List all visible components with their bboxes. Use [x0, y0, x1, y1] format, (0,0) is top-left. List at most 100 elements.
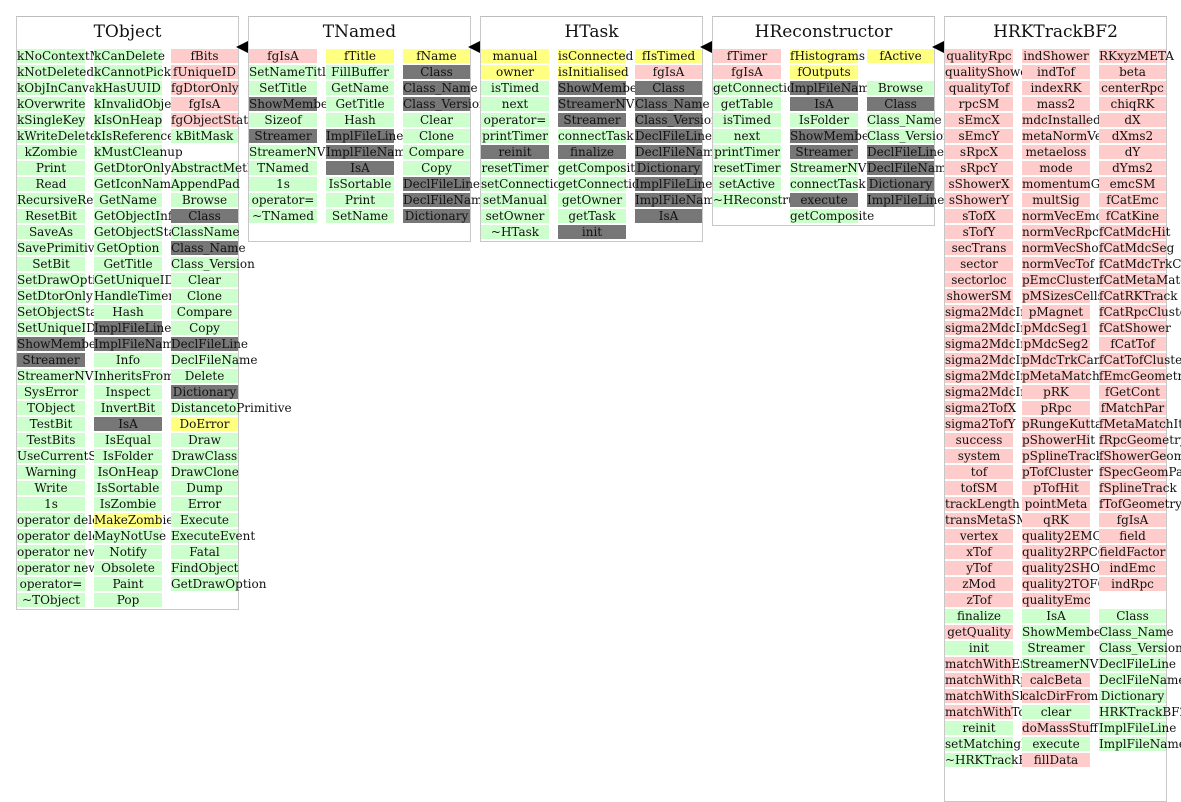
- member-entry[interactable]: fTofGeometry: [1099, 497, 1181, 511]
- member-entry[interactable]: RecursiveRemove: [17, 193, 126, 207]
- member-entry[interactable]: SysError: [17, 385, 85, 399]
- member-entry[interactable]: Dictionary: [171, 385, 238, 399]
- member-entry[interactable]: getOwner: [558, 193, 626, 207]
- member-entry[interactable]: kObjInCanvas: [17, 81, 103, 95]
- member-entry[interactable]: IsSortable: [326, 177, 394, 191]
- member-entry[interactable]: fieldFactor: [1099, 545, 1166, 559]
- member-entry[interactable]: Class_Version: [171, 257, 255, 271]
- member-entry[interactable]: kInvalidObject: [94, 97, 183, 111]
- member-entry[interactable]: normVecEmc: [1022, 209, 1103, 223]
- member-entry[interactable]: init: [558, 225, 626, 239]
- member-entry[interactable]: SetTitle: [249, 81, 317, 95]
- member-entry[interactable]: quality2SHOWERCut: [1022, 561, 1152, 575]
- member-entry[interactable]: Hash: [326, 113, 394, 127]
- member-entry[interactable]: fMatchPar: [1099, 401, 1166, 415]
- member-entry[interactable]: SavePrimitive: [17, 241, 102, 255]
- member-entry[interactable]: Fatal: [171, 545, 238, 559]
- member-entry[interactable]: kNotDeleted: [17, 65, 95, 79]
- member-entry[interactable]: Paint: [94, 577, 162, 591]
- member-entry[interactable]: setManual: [481, 193, 549, 207]
- member-entry[interactable]: owner: [481, 65, 549, 79]
- member-entry[interactable]: MakeZombie: [94, 513, 174, 527]
- member-entry[interactable]: StreamerNVirtual: [249, 145, 359, 159]
- member-entry[interactable]: xTof: [945, 545, 1013, 559]
- member-entry[interactable]: StreamerNVirtual: [790, 161, 900, 175]
- member-entry[interactable]: Dictionary: [635, 161, 702, 175]
- member-entry[interactable]: ~TNamed: [249, 209, 317, 223]
- member-entry[interactable]: MayNotUse: [94, 529, 167, 543]
- member-entry[interactable]: sRpcX: [945, 145, 1013, 159]
- member-entry[interactable]: kZombie: [17, 145, 85, 159]
- member-entry[interactable]: clear: [1022, 705, 1090, 719]
- member-entry[interactable]: pSplineTrack: [1022, 449, 1103, 463]
- member-entry[interactable]: pMSizesCells: [1022, 289, 1104, 303]
- member-entry[interactable]: dX: [1099, 113, 1166, 127]
- member-entry[interactable]: Copy: [403, 161, 470, 175]
- member-entry[interactable]: sigma2MdcInEmcY: [945, 321, 1063, 335]
- member-entry[interactable]: HRKTrackBF2: [1099, 705, 1181, 719]
- member-entry[interactable]: Hash: [94, 305, 162, 319]
- member-entry[interactable]: Notify: [94, 545, 162, 559]
- member-entry[interactable]: TestBit: [17, 417, 85, 431]
- member-entry[interactable]: SetUniqueID: [17, 321, 96, 335]
- member-entry[interactable]: Dictionary: [1099, 689, 1166, 703]
- member-entry[interactable]: mdcInstalled: [1022, 113, 1101, 127]
- member-entry[interactable]: resetTimer: [713, 161, 781, 175]
- member-entry[interactable]: matchWithEmc: [945, 657, 1039, 671]
- member-entry[interactable]: FillBuffer: [326, 65, 394, 79]
- member-entry[interactable]: IsA: [635, 209, 702, 223]
- member-entry[interactable]: field: [1099, 529, 1166, 543]
- member-entry[interactable]: IsSortable: [94, 481, 162, 495]
- member-entry[interactable]: operator=: [481, 113, 549, 127]
- member-entry[interactable]: Info: [94, 353, 162, 367]
- member-entry[interactable]: fCatMdcSeg: [1099, 241, 1175, 255]
- member-entry[interactable]: setActive: [713, 177, 781, 191]
- member-entry[interactable]: StreamerNVirtual: [558, 97, 668, 111]
- member-entry[interactable]: connectTask: [790, 177, 866, 191]
- member-entry[interactable]: DeclFileLine: [403, 177, 481, 191]
- member-entry[interactable]: Dictionary: [867, 177, 934, 191]
- member-entry[interactable]: kMustCleanup: [94, 145, 183, 159]
- member-entry[interactable]: DrawClass: [171, 449, 238, 463]
- member-entry[interactable]: Warning: [17, 465, 85, 479]
- member-entry[interactable]: fgIsA: [249, 49, 317, 63]
- member-entry[interactable]: isInitialised: [558, 65, 629, 79]
- member-entry[interactable]: ImplFileLine: [326, 129, 404, 143]
- member-entry[interactable]: GetDrawOption: [171, 577, 267, 591]
- member-entry[interactable]: pShowerHit: [1022, 433, 1096, 447]
- member-entry[interactable]: pMdcSeg2: [1022, 337, 1090, 351]
- member-entry[interactable]: getTable: [713, 97, 781, 111]
- member-entry[interactable]: emcSM: [1099, 177, 1166, 191]
- member-entry[interactable]: indRpc: [1099, 577, 1166, 591]
- member-entry[interactable]: Class_Version: [635, 113, 719, 127]
- member-entry[interactable]: indexRK: [1022, 81, 1090, 95]
- member-entry[interactable]: Streamer: [1022, 641, 1090, 655]
- member-entry[interactable]: Compare: [403, 145, 470, 159]
- member-entry[interactable]: pMdcSeg1: [1022, 321, 1090, 335]
- member-entry[interactable]: IsOnHeap: [94, 465, 162, 479]
- member-entry[interactable]: DeclFileName: [403, 193, 490, 207]
- member-entry[interactable]: getTask: [558, 209, 626, 223]
- member-entry[interactable]: IsZombie: [94, 497, 162, 511]
- member-entry[interactable]: Class_Name: [171, 241, 246, 255]
- member-entry[interactable]: ResetBit: [17, 209, 85, 223]
- member-entry[interactable]: DrawClone: [171, 465, 239, 479]
- member-entry[interactable]: ImplFileName: [1099, 737, 1181, 751]
- member-entry[interactable]: Execute: [171, 513, 238, 527]
- member-entry[interactable]: fUniqueID: [171, 65, 238, 79]
- member-entry[interactable]: fCatTofCluster: [1099, 353, 1181, 367]
- member-entry[interactable]: dY: [1099, 145, 1166, 159]
- member-entry[interactable]: sEmcX: [945, 113, 1013, 127]
- member-entry[interactable]: kNoContextMenu: [17, 49, 125, 63]
- member-entry[interactable]: StreamerNVirtual: [1022, 657, 1132, 671]
- member-entry[interactable]: normVecTof: [1022, 257, 1095, 271]
- member-entry[interactable]: Write: [17, 481, 85, 495]
- member-entry[interactable]: calcDirFromSegment: [1022, 689, 1153, 703]
- class-title[interactable]: HRKTrackBF2: [993, 22, 1118, 42]
- member-entry[interactable]: Class: [403, 65, 470, 79]
- member-entry[interactable]: ImplFileLine: [635, 177, 713, 191]
- member-entry[interactable]: sEmcY: [945, 129, 1013, 143]
- member-entry[interactable]: kCannotPick: [94, 65, 172, 79]
- member-entry[interactable]: Streamer: [790, 145, 858, 159]
- member-entry[interactable]: chiqRK: [1099, 97, 1166, 111]
